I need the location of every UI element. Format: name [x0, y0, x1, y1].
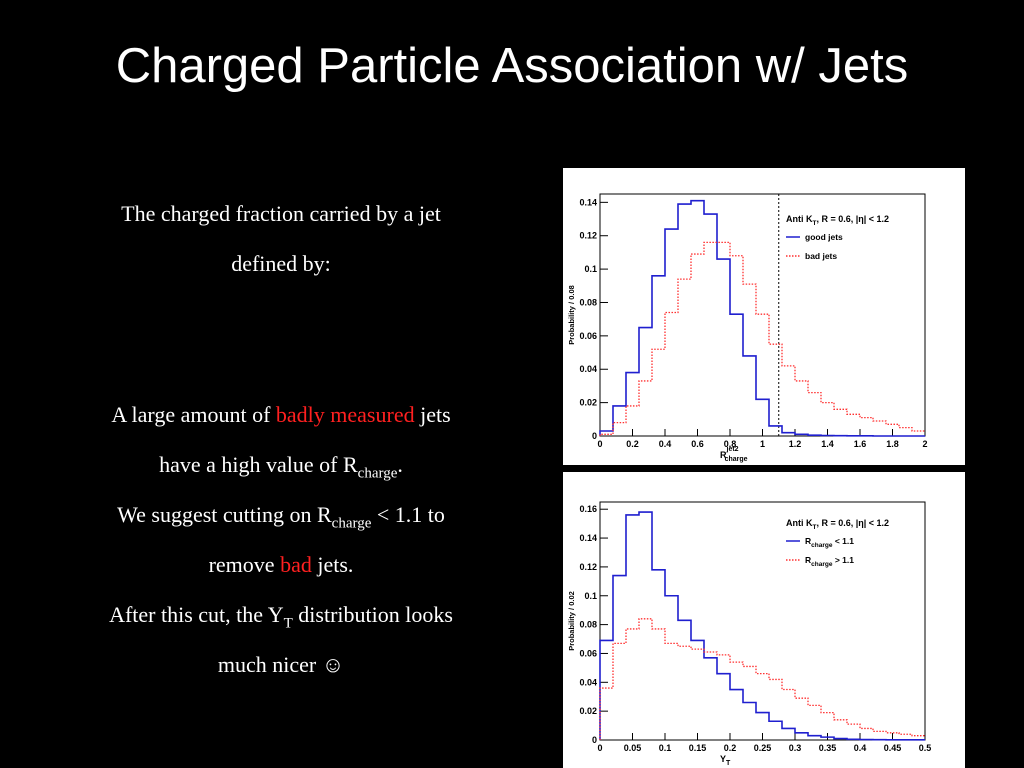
explanation-line-2-sub: charge [357, 465, 398, 482]
x-tick-label: 1.6 [854, 439, 867, 449]
series-blue-line [599, 199, 925, 437]
explanation-line-4-a: remove [208, 552, 281, 577]
y-tick-label: 0.12 [579, 231, 597, 241]
y-tick-label: 0.02 [579, 706, 597, 716]
yt-histogram: 0 0.05 0.1 0.15 0.2 0.25 0.3 0.35 0.4 0.45 0.5 0 0.0… [567, 501, 932, 767]
x-axis-label: Rjet2 charge [720, 446, 748, 463]
intro-text: The charged fraction carried by a jet de… [48, 189, 514, 289]
y-tick-label: 0.16 [579, 504, 597, 514]
explanation-line-1-b: jets [414, 402, 451, 427]
rcharge-chart-panel: 0 0.2 0.4 0.6 0.8 1 1.2 1.4 1.6 1.8 2 0 0.02 0.04 0.06… [563, 168, 965, 465]
x-tick-label: 1.4 [821, 439, 834, 449]
y-tick-label: 0.12 [579, 562, 597, 572]
legend-entry-label: bad jets [805, 251, 837, 261]
x-tick-label: 0.4 [854, 743, 867, 753]
y-tick-label: 0 [592, 735, 597, 745]
y-tick-label: 0.02 [579, 398, 597, 408]
x-tick-label: 0.05 [624, 743, 642, 753]
y-tick-label: 0.1 [584, 264, 597, 274]
explanation-line-4: remove bad jets. [48, 540, 514, 590]
x-tick-label: 0.1 [659, 743, 672, 753]
explanation-line-3-b: < 1.1 to [371, 502, 445, 527]
y-axis-label: Probability / 0.08 [567, 285, 576, 345]
legend-entry-label: Rcharge > 1.1 [805, 555, 854, 568]
explanation-line-5-a: After this cut, the Y [109, 602, 284, 627]
x-tick-label: 0 [597, 439, 602, 449]
explanation-line-1-a: A large amount of [111, 402, 276, 427]
x-axis-label: YT [720, 754, 731, 767]
explanation-line-5: After this cut, the YT distribution look… [48, 590, 514, 640]
explanation-line-6: much nicer ☺ [217, 652, 345, 677]
explanation-line-1: A large amount of badly measured jets [48, 390, 514, 440]
explanation-line-5-sub: T [283, 615, 293, 632]
explanation-text: A large amount of badly measured jets ha… [48, 390, 514, 690]
y-tick-label: 0.14 [579, 197, 597, 207]
explanation-line-2-b: . [397, 452, 403, 477]
legend-header: Anti KT, R = 0.6, |η| < 1.2 [786, 214, 889, 227]
explanation-line-3-a: We suggest cutting on R [117, 502, 332, 527]
x-tick-label: 0.8 [724, 439, 737, 449]
legend-entry-label: good jets [805, 232, 843, 242]
explanation-line-3-sub: charge [331, 515, 372, 532]
x-tick-label: 0.2 [626, 439, 639, 449]
highlight-bad: bad [280, 552, 312, 577]
y-tick-label: 0.06 [579, 331, 597, 341]
x-tick-label: 0.45 [884, 743, 902, 753]
x-tick-label: 2 [922, 439, 927, 449]
y-axis-label: Probability / 0.02 [567, 591, 576, 651]
rcharge-histogram: 0 0.2 0.4 0.6 0.8 1 1.2 1.4 1.6 1.8 2 0 0.02 0.04 0.06… [567, 193, 928, 463]
yt-chart-panel: 0 0.05 0.1 0.15 0.2 0.25 0.3 0.35 0.4 0.45 0.5 0 0.0… [563, 472, 965, 768]
x-tick-label: 1 [760, 439, 765, 449]
highlight-badly-measured: badly measured [275, 402, 415, 427]
explanation-line-3: We suggest cutting on Rcharge < 1.1 to [48, 490, 514, 540]
explanation-line-2-a: have a high value of R [159, 452, 358, 477]
legend-entry-label: Rcharge < 1.1 [805, 536, 854, 549]
x-tick-label: 0.2 [724, 743, 737, 753]
y-tick-label: 0.06 [579, 648, 597, 658]
x-tick-label: 0.35 [819, 743, 837, 753]
series-red-line [599, 618, 925, 740]
plot-frame [599, 501, 926, 741]
x-tick-label: 1.8 [886, 439, 899, 449]
intro-line-1: The charged fraction carried by a jet [121, 201, 441, 226]
x-tick-label: 0.3 [789, 743, 802, 753]
intro-line-2: defined by: [231, 251, 331, 276]
x-tick-label: 0 [597, 743, 602, 753]
y-tick-label: 0.08 [579, 620, 597, 630]
x-tick-label: 0.4 [659, 439, 672, 449]
y-tick-label: 0.1 [584, 591, 597, 601]
x-tick-label: 0.25 [754, 743, 772, 753]
x-tick-label: 0.6 [691, 439, 704, 449]
x-tick-label: 1.2 [789, 439, 802, 449]
x-tick-label: 0.5 [919, 743, 932, 753]
series-blue-line [599, 511, 925, 741]
y-tick-label: 0 [592, 431, 597, 441]
y-tick-label: 0.04 [579, 364, 597, 374]
x-tick-label: 0.15 [689, 743, 707, 753]
y-tick-label: 0.14 [579, 533, 597, 543]
y-tick-label: 0.04 [579, 677, 597, 687]
y-tick-label: 0.08 [579, 297, 597, 307]
explanation-line-2: have a high value of Rcharge. [48, 440, 514, 490]
explanation-line-4-b: jets. [311, 552, 354, 577]
explanation-line-5-b: distribution looks [292, 602, 453, 627]
slide-title: Charged Particle Association w/ Jets [115, 39, 909, 93]
legend-header: Anti KT, R = 0.6, |η| < 1.2 [786, 518, 889, 531]
series-red-line [599, 241, 925, 436]
